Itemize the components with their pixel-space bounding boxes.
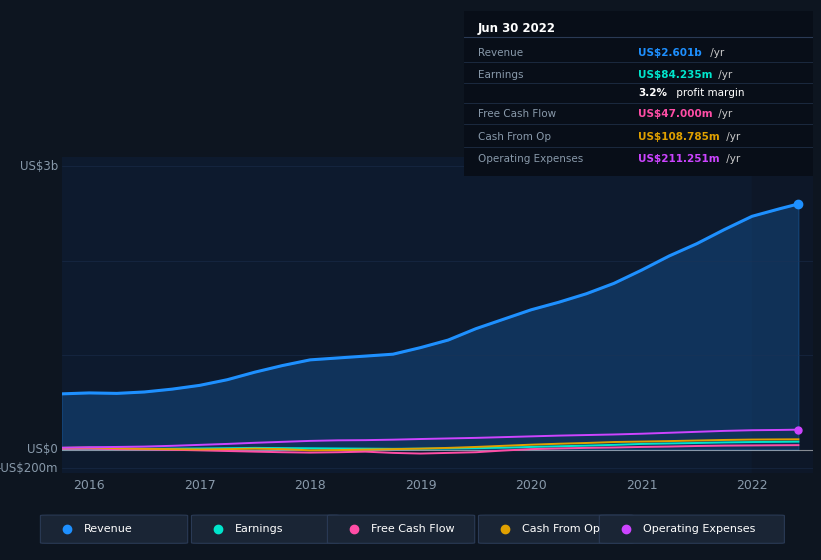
Text: US$108.785m: US$108.785m [639,132,720,142]
Text: /yr: /yr [715,109,732,119]
Text: Free Cash Flow: Free Cash Flow [478,109,556,119]
FancyBboxPatch shape [191,515,339,543]
Text: US$0: US$0 [27,443,57,456]
Text: US$211.251m: US$211.251m [639,154,720,164]
Text: US$2.601b: US$2.601b [639,48,702,58]
Text: Earnings: Earnings [236,524,284,534]
Text: -US$200m: -US$200m [0,462,57,475]
Text: /yr: /yr [715,70,732,80]
FancyBboxPatch shape [479,515,633,543]
Text: Operating Expenses: Operating Expenses [478,154,583,164]
Text: /yr: /yr [722,154,740,164]
Text: /yr: /yr [708,48,725,58]
Text: profit margin: profit margin [673,88,745,98]
Text: Operating Expenses: Operating Expenses [643,524,755,534]
Text: Earnings: Earnings [478,70,523,80]
Text: US$3b: US$3b [20,160,57,172]
Text: Free Cash Flow: Free Cash Flow [371,524,455,534]
Text: Revenue: Revenue [85,524,133,534]
Text: Cash From Op: Cash From Op [522,524,600,534]
FancyBboxPatch shape [599,515,784,543]
Text: Cash From Op: Cash From Op [478,132,551,142]
Text: US$47.000m: US$47.000m [639,109,713,119]
Text: 3.2%: 3.2% [639,88,667,98]
Text: US$84.235m: US$84.235m [639,70,713,80]
FancyBboxPatch shape [40,515,188,543]
FancyBboxPatch shape [328,515,475,543]
Text: Revenue: Revenue [478,48,523,58]
Bar [752,157,813,473]
Text: Jun 30 2022: Jun 30 2022 [478,22,556,35]
Text: /yr: /yr [722,132,740,142]
